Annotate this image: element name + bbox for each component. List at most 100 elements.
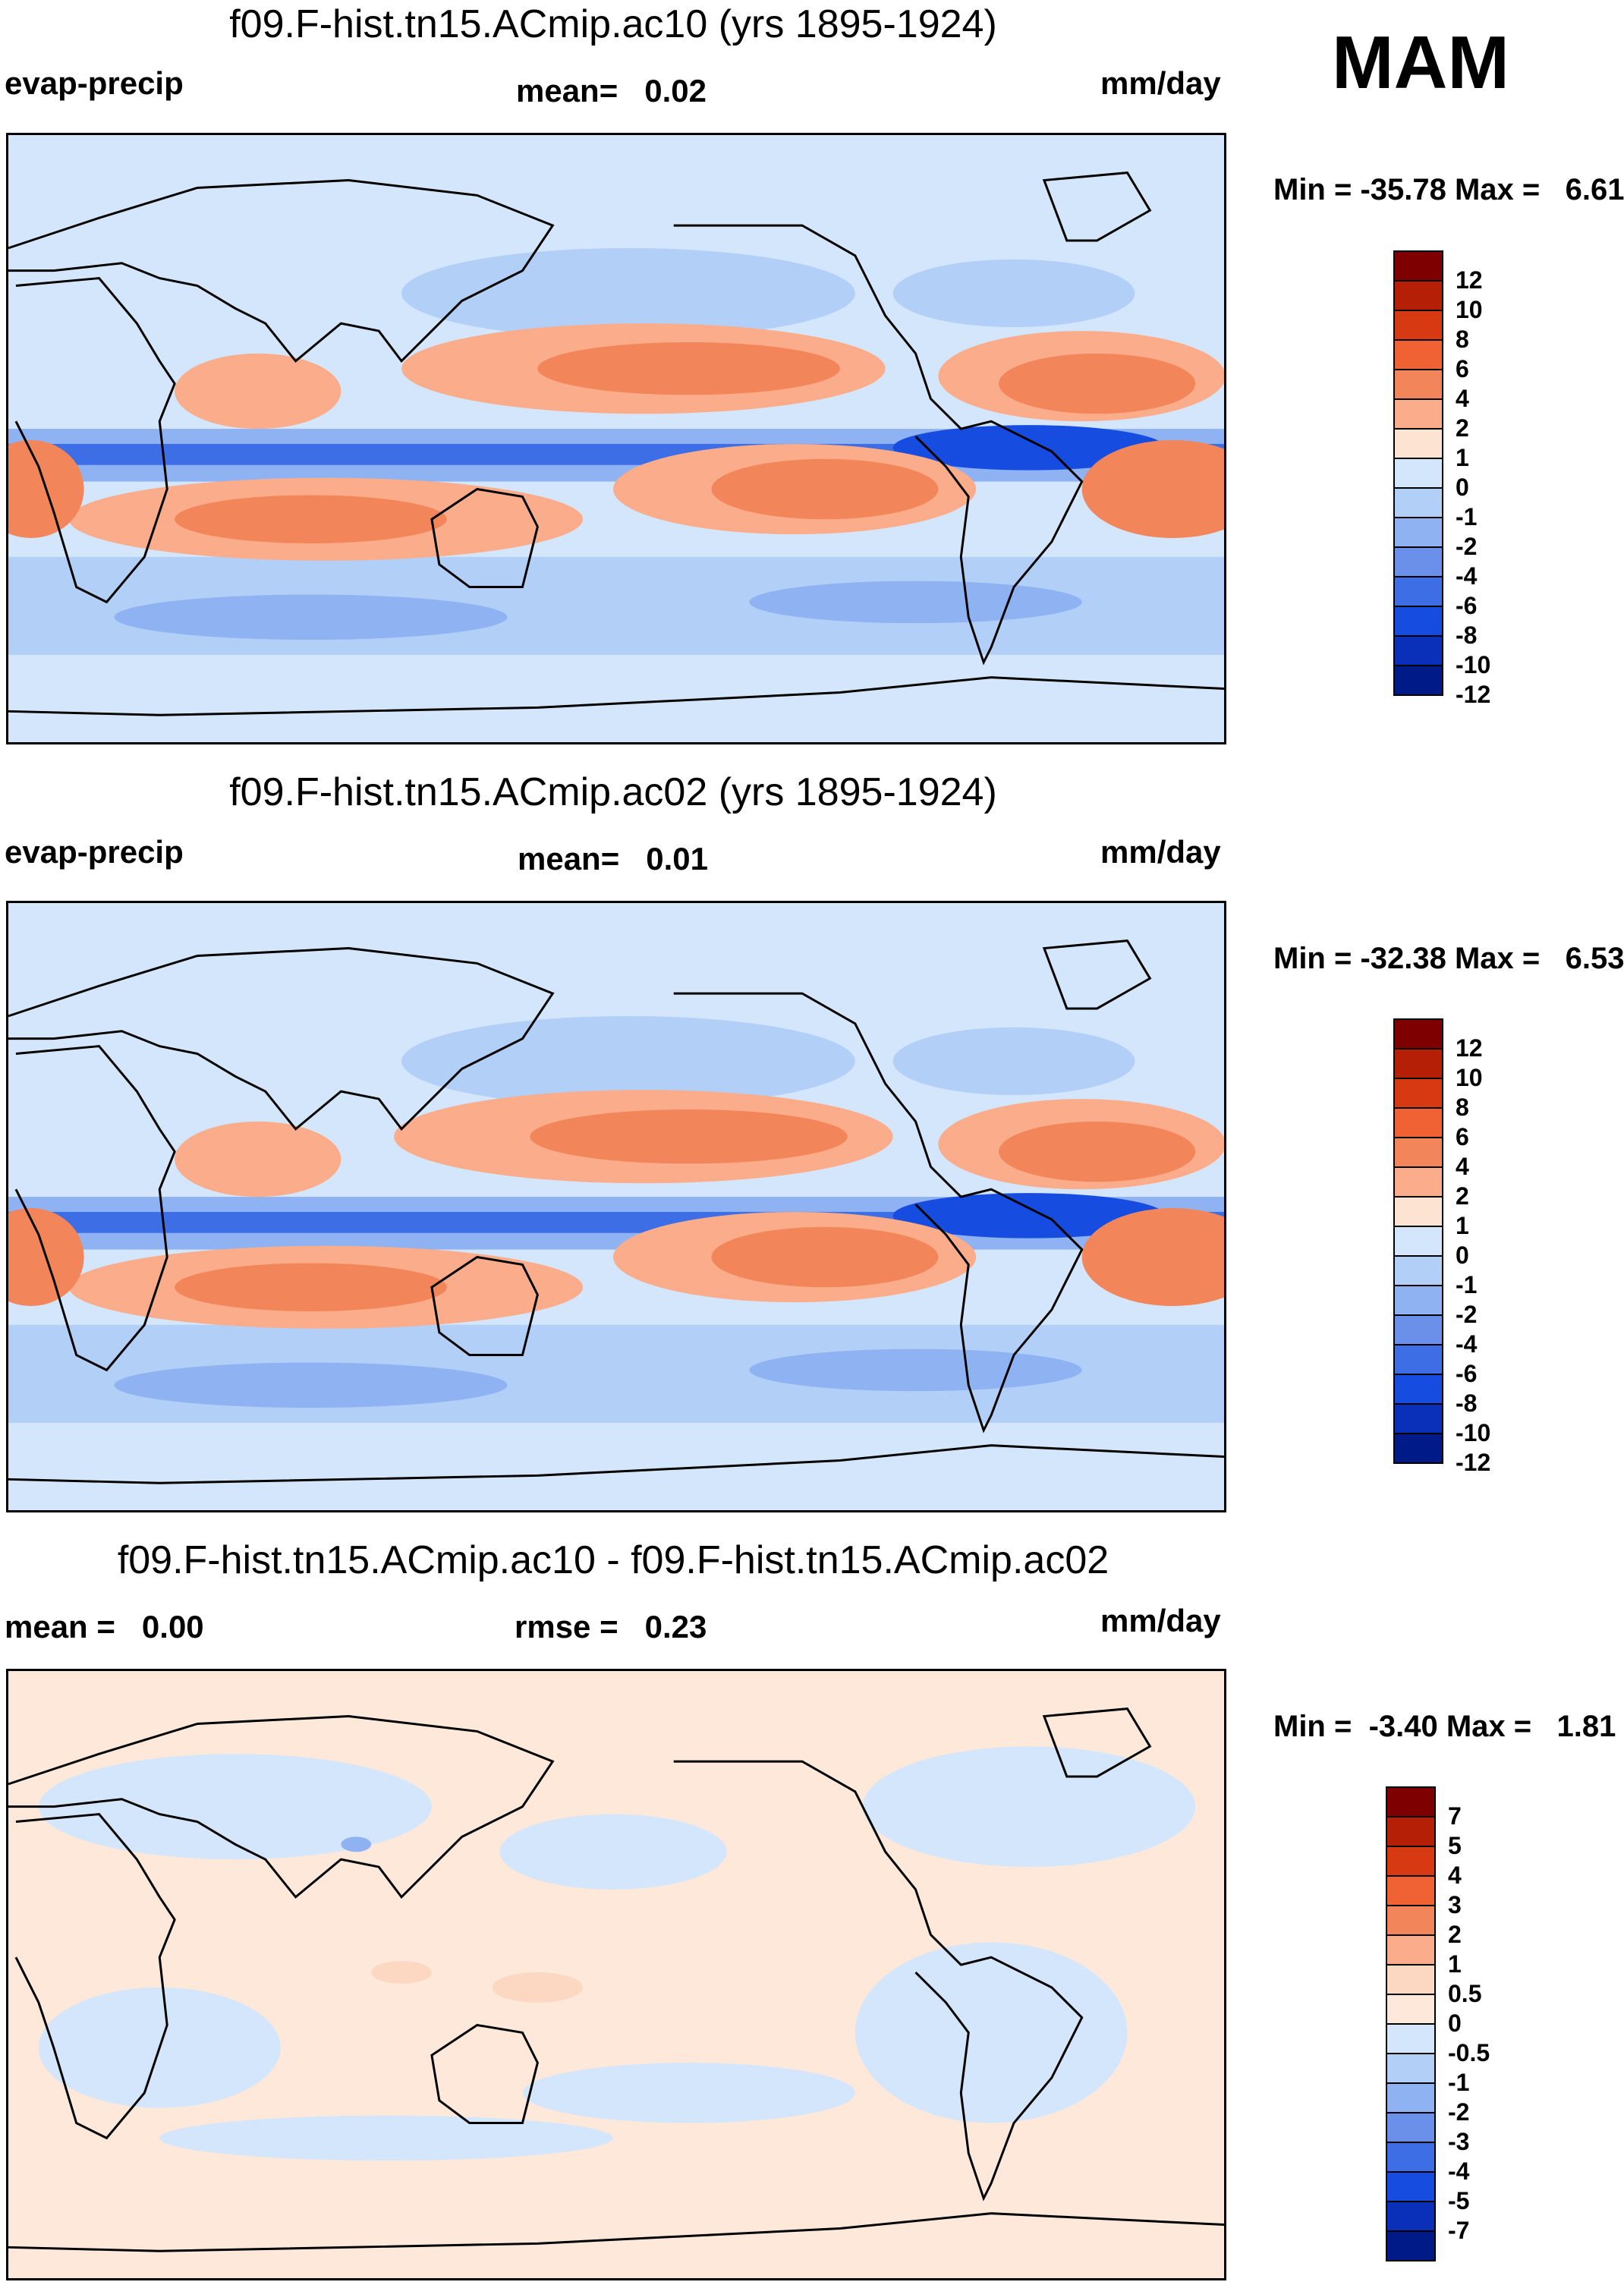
colorbar-swatch	[1393, 1137, 1443, 1168]
colorbar-swatch	[1393, 280, 1443, 311]
colorbar-tick-label: -10	[1456, 1419, 1491, 1446]
colorbar-tick-label: 4	[1456, 1153, 1469, 1180]
colorbar-tick-label: -1	[1456, 503, 1478, 530]
colorbar-tick-label: -0.5	[1448, 2039, 1490, 2066]
colorbar-swatch	[1386, 1905, 1436, 1936]
colorbar-tick-label: 1	[1456, 444, 1469, 471]
colorbar-swatch	[1393, 250, 1443, 282]
panel2-variable-label: evap-precip	[5, 834, 184, 870]
colorbar-swatch	[1386, 2230, 1436, 2261]
panel1-mean-label: mean= 0.02	[516, 73, 707, 109]
colorbar-tick-label: -4	[1448, 2158, 1470, 2185]
season-label: MAM	[1332, 20, 1510, 104]
colorbar-swatch	[1386, 1846, 1436, 1877]
colorbar-swatch	[1393, 546, 1443, 578]
colorbar-tick-label: 5	[1448, 1832, 1462, 1859]
panel1-colorbar-boxes: 12 10 8 6 4 2 1 0 -1 -2 -4 -6 -8 -10 -12	[1393, 250, 1490, 708]
colorbar-swatch	[1386, 1964, 1436, 1995]
colorbar-swatch	[1393, 1344, 1443, 1375]
colorbar-tick-label: -1	[1456, 1271, 1478, 1298]
colorbar-tick-label: 0	[1456, 474, 1469, 501]
colorbar-swatch	[1386, 2171, 1436, 2202]
colorbar-swatch	[1393, 1403, 1443, 1434]
colorbar-tick-label: 7	[1448, 1802, 1462, 1830]
colorbar-tick-label: -3	[1448, 2128, 1470, 2155]
colorbar-tick-label: -2	[1448, 2098, 1470, 2126]
colorbar-swatch	[1386, 2201, 1436, 2232]
colorbar-swatch	[1386, 1934, 1436, 1966]
colorbar-swatch	[1393, 1107, 1443, 1138]
colorbar-tick-label: 1	[1448, 1950, 1462, 1978]
colorbar-swatch	[1386, 2053, 1436, 2084]
colorbar-swatch	[1393, 517, 1443, 548]
colorbar-swatch	[1393, 1433, 1443, 1464]
colorbar-swatch	[1393, 635, 1443, 666]
colorbar-tick-label: -8	[1456, 1390, 1478, 1417]
colorbar-tick-label: 3	[1448, 1891, 1462, 1918]
colorbar-tick-label: -2	[1456, 533, 1478, 560]
colorbar-tick-label: 2	[1456, 1182, 1469, 1210]
colorbar-swatch	[1393, 1196, 1443, 1227]
colorbar-swatch	[1393, 1048, 1443, 1079]
colorbar-swatch	[1393, 1285, 1443, 1316]
colorbar-swatch	[1386, 2023, 1436, 2054]
panel3-mean-label: mean = 0.00	[5, 1609, 204, 1645]
colorbar-swatch	[1393, 1078, 1443, 1109]
colorbar-swatch	[1393, 339, 1443, 370]
colorbar-swatch	[1386, 1994, 1436, 2025]
colorbar-tick-label: -10	[1456, 651, 1491, 678]
panel1-title: f09.F-hist.tn15.ACmip.ac10 (yrs 1895-192…	[229, 2, 997, 46]
colorbar-swatch	[1393, 1166, 1443, 1198]
colorbar-swatch	[1386, 1816, 1436, 1847]
panel2-colorbar: 12 10 8 6 4 2 1 0 -1 -2 -4 -6 -8 -10 -12	[1393, 1018, 1490, 1476]
panel1-colorbar: 12 10 8 6 4 2 1 0 -1 -2 -4 -6 -8 -10 -12	[1393, 250, 1490, 708]
panel2-title: f09.F-hist.tn15.ACmip.ac02 (yrs 1895-192…	[229, 770, 997, 814]
colorbar-swatch	[1386, 1786, 1436, 1818]
panel1-variable-label: evap-precip	[5, 65, 184, 101]
colorbar-tick-label: 12	[1456, 266, 1483, 294]
colorbar-swatch	[1393, 606, 1443, 637]
colorbar-tick-label: 8	[1456, 1094, 1469, 1121]
panel3-rmse-label: rmse = 0.23	[515, 1609, 707, 1645]
panel2-minmax: Min = -32.38 Max = 6.53	[1273, 942, 1624, 975]
colorbar-tick-label: -6	[1456, 1360, 1478, 1387]
colorbar-tick-label: 2	[1448, 1921, 1462, 1948]
colorbar-tick-label: 1	[1456, 1212, 1469, 1239]
colorbar-swatch	[1393, 310, 1443, 341]
colorbar-tick-label: 10	[1456, 296, 1483, 323]
colorbar-tick-label: -8	[1456, 622, 1478, 649]
colorbar-tick-label: 6	[1456, 355, 1469, 382]
colorbar-swatch	[1393, 665, 1443, 696]
colorbar-swatch	[1386, 2142, 1436, 2173]
colorbar-tick-label: 4	[1456, 385, 1469, 412]
colorbar-swatch	[1393, 487, 1443, 518]
panel3-map	[6, 1669, 1226, 2280]
panel3-units-label: mm/day	[1100, 1603, 1221, 1638]
colorbar-swatch	[1393, 1226, 1443, 1257]
colorbar-tick-label: -7	[1448, 2217, 1470, 2244]
colorbar-swatch	[1393, 458, 1443, 489]
panel3-minmax: Min = -3.40 Max = 1.81	[1273, 1710, 1616, 1743]
colorbar-tick-label: 8	[1456, 326, 1469, 353]
colorbar-tick-label: 10	[1456, 1064, 1483, 1091]
colorbar-tick-label: 6	[1456, 1123, 1469, 1150]
colorbar-swatch	[1393, 576, 1443, 607]
colorbar-tick-label: -4	[1456, 1330, 1478, 1358]
colorbar-tick-label: -5	[1448, 2187, 1470, 2214]
colorbar-swatch	[1386, 1875, 1436, 1906]
panel1-map	[6, 133, 1226, 744]
panel2-units-label: mm/day	[1100, 834, 1221, 870]
panel3-title: f09.F-hist.tn15.ACmip.ac10 - f09.F-hist.…	[117, 1538, 1109, 1582]
colorbar-tick-label: -12	[1456, 1449, 1491, 1476]
colorbar-swatch	[1393, 1018, 1443, 1050]
colorbar-tick-label: 12	[1456, 1034, 1483, 1062]
panel2-map	[6, 901, 1226, 1512]
colorbar-swatch	[1393, 398, 1443, 430]
colorbar-tick-label: -12	[1456, 681, 1491, 708]
colorbar-swatch	[1393, 1255, 1443, 1286]
colorbar-swatch	[1386, 2082, 1436, 2113]
colorbar-swatch	[1393, 1314, 1443, 1346]
panel2-mean-label: mean= 0.01	[518, 841, 708, 877]
colorbar-swatch	[1393, 1374, 1443, 1405]
colorbar-swatch	[1393, 369, 1443, 400]
